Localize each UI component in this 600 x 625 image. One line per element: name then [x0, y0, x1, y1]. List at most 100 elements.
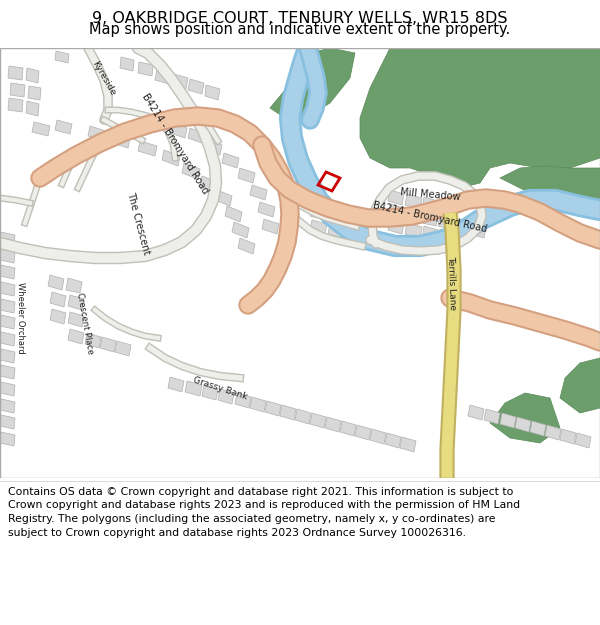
Polygon shape [238, 238, 255, 254]
Polygon shape [438, 215, 454, 230]
Polygon shape [215, 190, 232, 206]
Polygon shape [8, 98, 23, 112]
Polygon shape [120, 57, 134, 71]
Polygon shape [68, 329, 84, 344]
Polygon shape [155, 69, 171, 84]
Polygon shape [0, 415, 15, 429]
Polygon shape [250, 397, 266, 412]
Polygon shape [0, 332, 15, 346]
Text: Crescent Place: Crescent Place [75, 291, 95, 354]
Polygon shape [545, 425, 561, 440]
Polygon shape [0, 232, 15, 246]
Polygon shape [55, 120, 72, 134]
Polygon shape [484, 409, 500, 424]
Polygon shape [388, 204, 404, 219]
Polygon shape [262, 219, 279, 234]
Polygon shape [100, 337, 116, 352]
Polygon shape [295, 409, 311, 424]
Polygon shape [32, 122, 50, 136]
Polygon shape [170, 123, 187, 138]
Polygon shape [560, 358, 600, 413]
Text: B4214 - Bromyard Road: B4214 - Bromyard Road [372, 200, 488, 234]
Polygon shape [8, 66, 23, 80]
Polygon shape [26, 101, 39, 116]
Polygon shape [422, 211, 438, 226]
Polygon shape [115, 341, 131, 356]
Polygon shape [310, 206, 327, 220]
Polygon shape [205, 85, 220, 100]
Polygon shape [182, 163, 200, 179]
Polygon shape [422, 226, 438, 241]
Polygon shape [112, 133, 130, 148]
Polygon shape [0, 282, 15, 296]
Polygon shape [258, 202, 275, 217]
Polygon shape [500, 413, 516, 428]
Polygon shape [232, 222, 249, 238]
Text: 9, OAKBRIDGE COURT, TENBURY WELLS, WR15 8DS: 9, OAKBRIDGE COURT, TENBURY WELLS, WR15 … [92, 11, 508, 26]
Polygon shape [218, 389, 234, 404]
Polygon shape [26, 68, 39, 83]
Polygon shape [468, 405, 484, 420]
Polygon shape [162, 150, 180, 166]
Polygon shape [454, 219, 470, 234]
Polygon shape [28, 86, 41, 100]
Polygon shape [185, 381, 202, 396]
Polygon shape [405, 208, 422, 223]
Polygon shape [405, 194, 422, 209]
Polygon shape [310, 220, 327, 234]
Polygon shape [205, 140, 222, 155]
Polygon shape [385, 433, 401, 448]
Polygon shape [422, 197, 438, 212]
Polygon shape [0, 315, 15, 329]
Polygon shape [405, 223, 422, 238]
Polygon shape [202, 385, 218, 400]
Text: Grassy Bank: Grassy Bank [192, 375, 248, 401]
Text: Terrills Lane: Terrills Lane [446, 256, 457, 310]
Polygon shape [10, 83, 25, 97]
Polygon shape [388, 219, 404, 234]
Polygon shape [344, 214, 360, 228]
Polygon shape [265, 401, 281, 416]
Text: B4214 - Bromyard Road: B4214 - Bromyard Road [140, 92, 210, 196]
Polygon shape [388, 190, 404, 205]
Polygon shape [500, 166, 600, 208]
Polygon shape [0, 365, 15, 379]
Polygon shape [270, 48, 355, 118]
Polygon shape [222, 153, 239, 168]
Polygon shape [188, 79, 204, 94]
Polygon shape [85, 333, 101, 348]
Polygon shape [68, 312, 84, 327]
Polygon shape [490, 393, 560, 443]
Polygon shape [88, 126, 106, 141]
Polygon shape [328, 210, 344, 224]
Polygon shape [168, 377, 184, 392]
Polygon shape [360, 48, 600, 188]
Polygon shape [310, 413, 326, 428]
Text: The Crescent: The Crescent [125, 191, 151, 256]
Polygon shape [250, 185, 267, 200]
Polygon shape [470, 223, 486, 238]
Text: Wheeler Orchard: Wheeler Orchard [16, 282, 25, 354]
Polygon shape [200, 176, 218, 192]
Polygon shape [280, 405, 296, 420]
Polygon shape [50, 309, 66, 324]
Polygon shape [138, 62, 153, 76]
Polygon shape [328, 224, 344, 238]
Text: Map shows position and indicative extent of the property.: Map shows position and indicative extent… [89, 22, 511, 38]
Polygon shape [560, 429, 576, 444]
Polygon shape [515, 417, 531, 432]
Polygon shape [0, 265, 15, 279]
Polygon shape [172, 74, 188, 89]
Polygon shape [138, 141, 157, 156]
Polygon shape [0, 382, 15, 396]
Polygon shape [238, 168, 255, 183]
Polygon shape [0, 249, 15, 263]
Polygon shape [530, 421, 546, 436]
Text: Kyreside: Kyreside [91, 59, 118, 97]
Polygon shape [0, 432, 15, 446]
Polygon shape [66, 278, 82, 293]
Polygon shape [55, 51, 69, 63]
Polygon shape [370, 429, 386, 444]
Polygon shape [438, 229, 454, 244]
Polygon shape [188, 128, 204, 143]
